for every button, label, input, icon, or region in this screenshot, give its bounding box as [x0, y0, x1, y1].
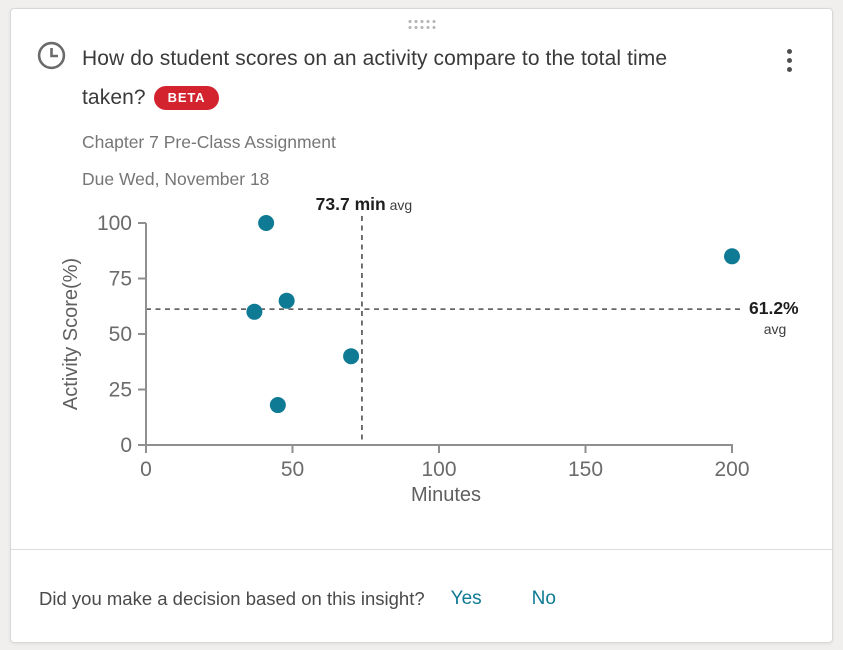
y-tick-label: 25: [109, 379, 132, 402]
beta-badge: BETA: [153, 86, 220, 110]
y-axis-title: Activity Score(%): [60, 258, 82, 410]
decision-footer: Did you make a decision based on this in…: [39, 577, 804, 621]
drag-handle[interactable]: [406, 18, 437, 31]
clock-icon: [37, 39, 66, 198]
x-tick-label: 150: [568, 458, 603, 481]
data-point[interactable]: [246, 303, 263, 320]
data-point[interactable]: [269, 397, 286, 414]
y-tick-label: 75: [109, 268, 132, 291]
y-average-suffix: avg: [764, 321, 787, 337]
x-axis-title: Minutes: [411, 484, 481, 506]
scatter-chart: 73.7 min avg 61.2% avg 0 25 50 75 100 0 50 100 150 2…: [60, 194, 799, 506]
card-title: How do student scores on an activity com…: [82, 39, 734, 117]
yes-button[interactable]: Yes: [447, 586, 486, 612]
y-tick-label: 0: [120, 434, 132, 457]
kebab-menu-icon: [786, 66, 792, 72]
drag-handle-dots: [408, 26, 435, 29]
y-tick-label: 100: [97, 212, 132, 235]
x-tick-label: 200: [714, 458, 749, 481]
x-tick-label: 0: [140, 458, 152, 481]
data-point[interactable]: [258, 215, 275, 231]
kebab-menu-icon: [786, 57, 792, 63]
kebab-menu-icon: [786, 48, 792, 54]
x-tick-label: 100: [421, 458, 456, 481]
assignment-subtitle: Chapter 7 Pre-Class Assignment: [82, 132, 336, 152]
due-date: Due Wed, November 18: [82, 169, 270, 189]
data-point[interactable]: [278, 292, 295, 309]
decision-question: Did you make a decision based on this in…: [39, 588, 425, 609]
card-header: How do student scores on an activity com…: [37, 39, 762, 198]
kebab-menu-button[interactable]: [776, 43, 802, 77]
x-tick-label: 50: [281, 458, 304, 481]
data-point[interactable]: [724, 248, 740, 265]
data-point[interactable]: [343, 348, 360, 365]
no-button[interactable]: No: [528, 586, 560, 612]
card-title-text: How do student scores on an activity com…: [82, 47, 668, 109]
drag-handle-dots: [408, 20, 435, 23]
y-average-label: 61.2%: [749, 298, 799, 318]
insight-card: How do student scores on an activity com…: [10, 8, 833, 643]
footer-divider: [11, 549, 832, 550]
y-tick-label: 50: [109, 323, 132, 346]
x-average-label: 73.7 min avg: [316, 194, 413, 214]
